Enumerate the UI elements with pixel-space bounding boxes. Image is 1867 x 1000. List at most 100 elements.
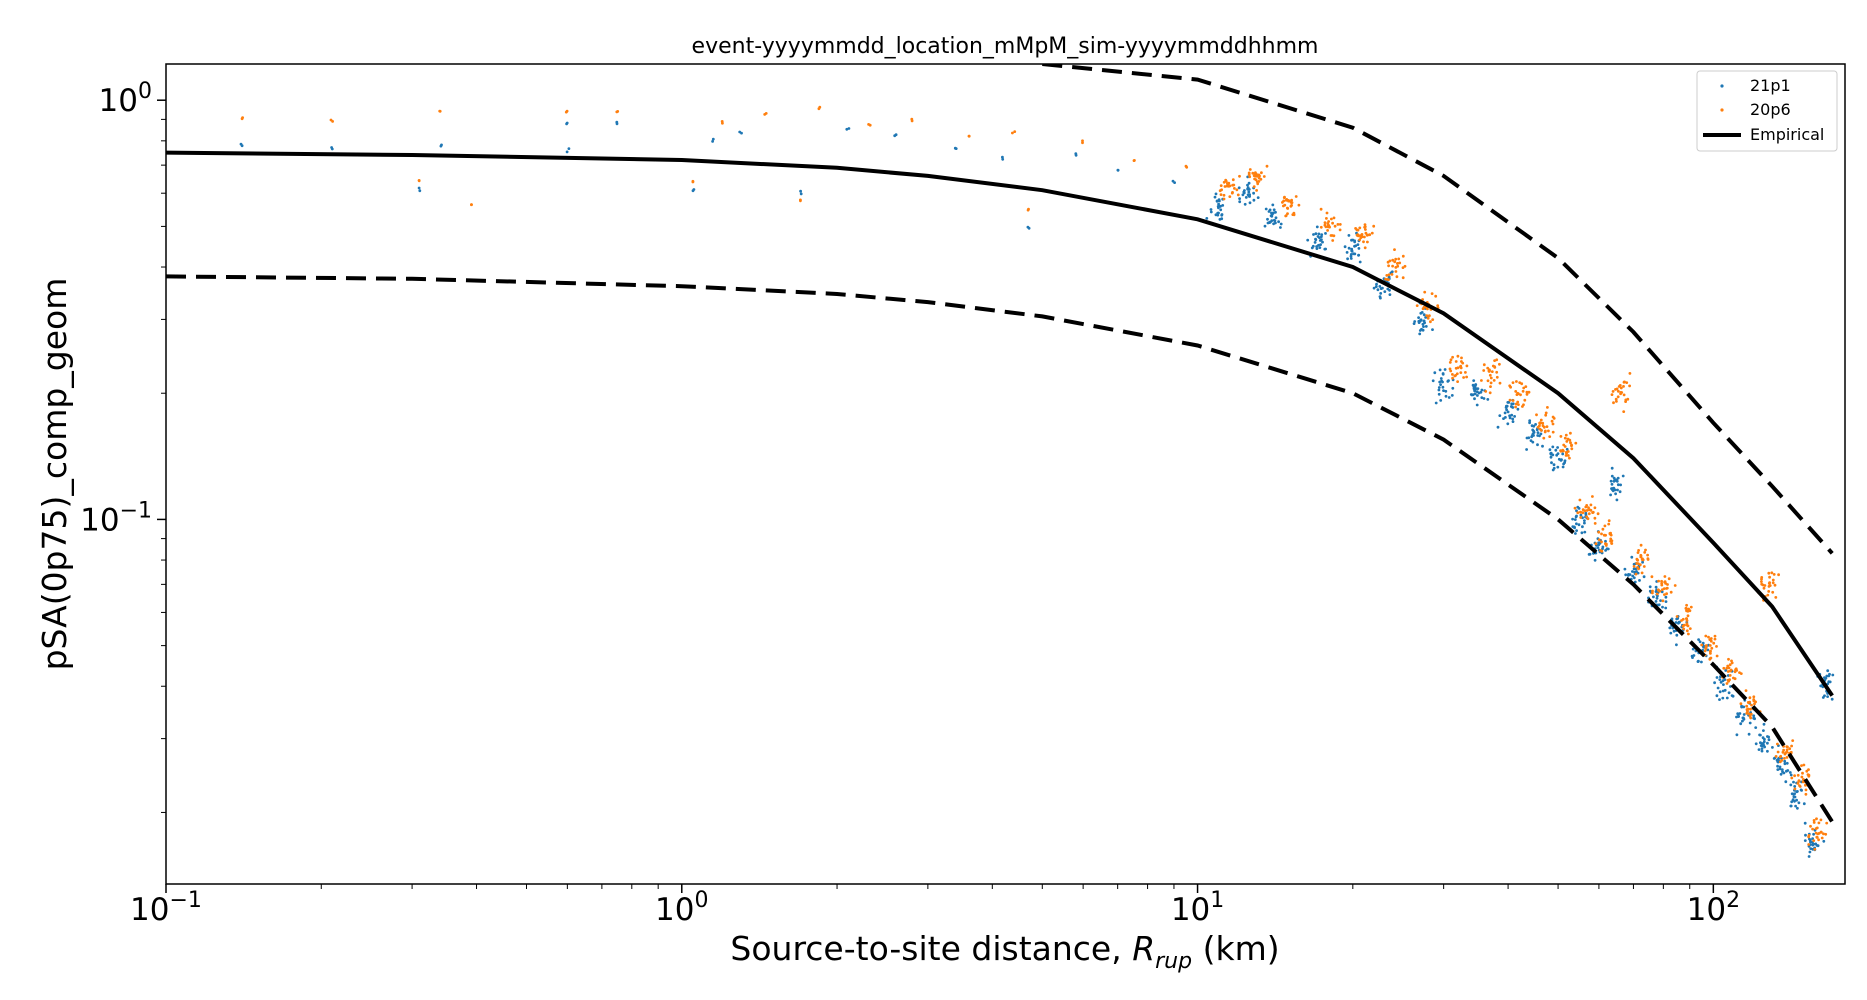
scatter-point xyxy=(1489,385,1492,388)
scatter-point xyxy=(1205,217,1209,220)
scatter-point xyxy=(1509,405,1513,408)
scatter-point xyxy=(1609,493,1612,497)
scatter-point xyxy=(1360,233,1364,236)
scatter-point xyxy=(1438,368,1442,372)
scatter-point xyxy=(1607,519,1611,523)
scatter-point xyxy=(1357,253,1361,257)
scatter-point xyxy=(1011,131,1014,135)
scatter-point xyxy=(1228,184,1232,188)
point-cluster-20p6-12 xyxy=(867,123,872,127)
scatter-point xyxy=(1615,400,1618,403)
scatter-point xyxy=(1564,454,1568,457)
scatter-point xyxy=(1272,208,1276,212)
chart-title: event-yyyymmdd_location_mMpM_sim-yyyymmd… xyxy=(692,34,1319,59)
scatter-point xyxy=(1236,193,1240,197)
scatter-point xyxy=(1817,821,1821,825)
point-cluster-20p6-36 xyxy=(1650,575,1677,603)
point-cluster-20p6-25 xyxy=(1384,248,1407,281)
scatter-point xyxy=(1600,532,1603,536)
scatter-point xyxy=(1219,184,1223,188)
x-axis-label-main: Source-to-site distance, xyxy=(730,929,1132,968)
scatter-point xyxy=(1632,562,1636,566)
scatter-point xyxy=(1360,235,1364,239)
scatter-point xyxy=(1358,238,1361,242)
scatter-point xyxy=(1657,579,1660,583)
scatter-point xyxy=(1436,304,1440,308)
scatter-point xyxy=(1417,316,1420,319)
scatter-point xyxy=(1425,314,1429,317)
scatter-point xyxy=(1784,780,1788,784)
scatter-point xyxy=(1439,383,1442,386)
point-cluster-20p6-5 xyxy=(564,109,569,114)
scatter-point xyxy=(1391,258,1395,262)
scatter-point xyxy=(1612,476,1616,480)
scatter-point xyxy=(1556,452,1560,455)
scatter-point xyxy=(1242,191,1246,195)
scatter-point xyxy=(1767,590,1771,593)
scatter-point xyxy=(1622,393,1626,397)
scatter-point xyxy=(1730,659,1733,663)
scatter-point xyxy=(1551,445,1555,449)
scatter-point xyxy=(1547,429,1550,433)
scatter-point xyxy=(1262,175,1266,178)
scatter-point xyxy=(1790,744,1793,748)
scatter-point xyxy=(1639,543,1643,547)
scatter-point xyxy=(1798,785,1802,788)
scatter-point xyxy=(1550,419,1554,423)
scatter-point xyxy=(1778,765,1782,769)
scatter-point xyxy=(1616,483,1620,487)
scatter-point xyxy=(1235,188,1239,192)
scatter-point xyxy=(1739,702,1743,706)
scatter-point xyxy=(1713,681,1716,685)
scatter-point xyxy=(1517,403,1520,406)
scatter-point xyxy=(1766,741,1769,745)
scatter-point xyxy=(1797,801,1801,805)
scatter-point xyxy=(1728,674,1732,677)
scatter-point xyxy=(1264,207,1268,211)
scatter-point xyxy=(1444,389,1448,393)
scatter-point xyxy=(1689,605,1693,609)
scatter-point xyxy=(1593,522,1597,525)
scatter-point xyxy=(1611,390,1615,393)
x-tick-label: 100 xyxy=(655,888,708,928)
point-cluster-21p1-33 xyxy=(1609,466,1625,502)
scatter-point xyxy=(1433,371,1437,375)
scatter-point xyxy=(1761,736,1765,740)
scatter-point xyxy=(1486,398,1490,401)
scatter-point xyxy=(1828,672,1831,676)
scatter-point xyxy=(1548,448,1552,452)
scatter-point xyxy=(1577,507,1581,510)
scatter-point xyxy=(1776,742,1779,746)
scatter-point xyxy=(1760,582,1764,586)
scatter-point xyxy=(1796,806,1799,810)
scatter-point xyxy=(1372,286,1376,290)
scatter-point xyxy=(1643,551,1647,554)
scatter-point xyxy=(1642,575,1646,579)
scatter-point xyxy=(1615,387,1619,391)
scatter-point xyxy=(1727,657,1730,661)
scatter-point xyxy=(1661,605,1664,609)
scatter-point xyxy=(1819,818,1823,822)
point-cluster-20p6-41 xyxy=(1757,571,1780,602)
scatter-point xyxy=(1740,705,1744,709)
point-cluster-21p1-4 xyxy=(565,147,571,154)
scatter-point xyxy=(1569,441,1572,445)
scatter-point xyxy=(1585,509,1589,512)
scatter-point xyxy=(1283,195,1286,199)
scatter-point xyxy=(1785,750,1789,754)
scatter-point xyxy=(1338,228,1342,232)
scatter-point xyxy=(1802,802,1806,806)
scatter-point xyxy=(1792,780,1795,784)
point-cluster-20p6-21 xyxy=(1247,164,1269,192)
scatter-point xyxy=(1437,386,1441,389)
scatter-point xyxy=(1363,246,1367,250)
point-cluster-21p1-41 xyxy=(1772,744,1793,777)
scatter-point xyxy=(1213,195,1217,199)
scatter-point xyxy=(1343,245,1347,249)
scatter-point xyxy=(1292,213,1296,217)
scatter-point xyxy=(417,186,421,190)
scatter-point xyxy=(1754,726,1758,729)
scatter-point xyxy=(1493,359,1496,362)
scatter-point xyxy=(1828,680,1832,684)
scatter-point xyxy=(1557,457,1561,461)
